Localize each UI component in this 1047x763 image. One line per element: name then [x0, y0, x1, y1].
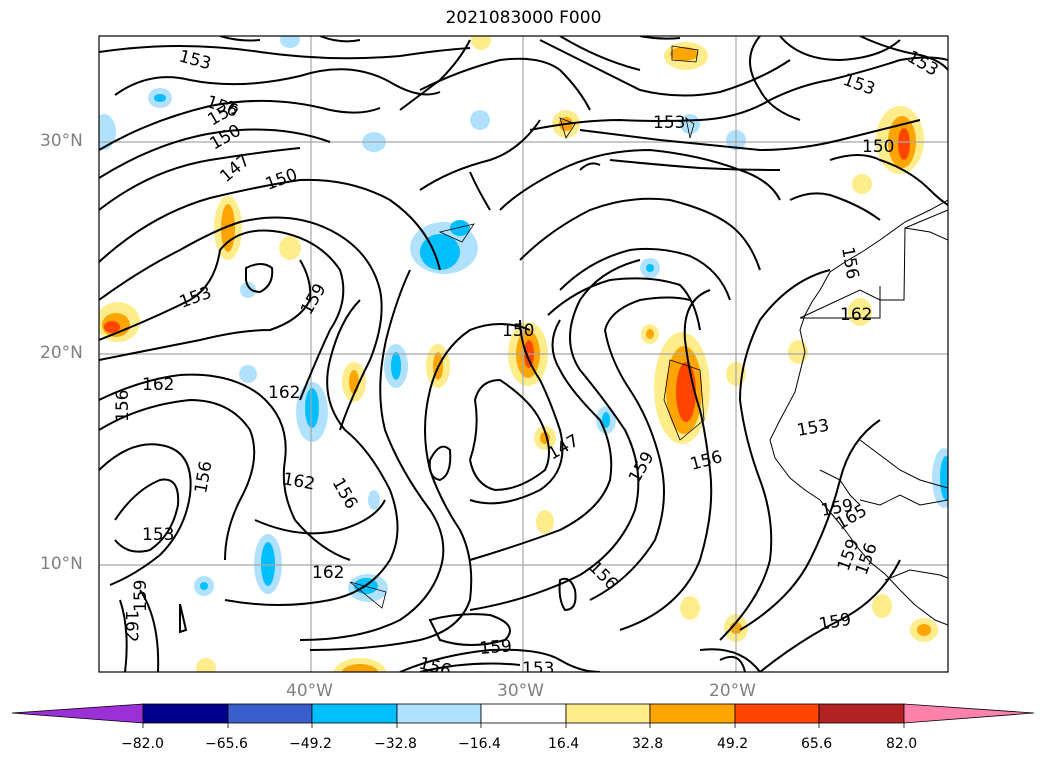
contour-label: 150 [502, 321, 534, 341]
anomaly-outlines [349, 45, 705, 609]
contour-label: 153 [522, 659, 554, 679]
plot-area: 153 156 153 150 147 150 153 159 162 162 … [99, 36, 948, 679]
colorbar-tick-label: 65.6 [801, 736, 833, 752]
lat-label-30n: 30°N [40, 131, 83, 151]
contour-label: 153 [142, 525, 174, 545]
colorbar-tick-label: 32.8 [632, 736, 664, 752]
contour-label: 162 [268, 383, 300, 403]
colorbar-segment [142, 703, 229, 724]
colorbar-tick-label: −49.2 [289, 736, 332, 752]
colorbar-extend-high [903, 703, 1035, 724]
colorbar-tick-label: 82.0 [886, 736, 918, 752]
contour-label: 159 [479, 636, 513, 659]
height-contours [99, 36, 948, 672]
contour-label: 153 [653, 113, 685, 133]
contour-label: 162 [121, 610, 141, 642]
contour-label: 162 [142, 375, 174, 395]
colorbar-tick-label: −16.4 [458, 736, 501, 752]
colorbar-segment [734, 703, 820, 724]
contour-label: 162 [312, 563, 344, 583]
colorbar-tick-label: −32.8 [374, 736, 417, 752]
lat-label-10n: 10°N [40, 554, 83, 574]
contour-label: 150 [862, 137, 894, 157]
lon-label-40w: 40°W [286, 681, 333, 701]
lon-label-20w: 20°W [709, 681, 756, 701]
coastline [769, 199, 948, 626]
colorbar-segment [565, 703, 651, 724]
colorbar-extend-low [11, 703, 144, 724]
colorbar [11, 703, 1035, 728]
plot-frame [98, 35, 949, 673]
graticule [99, 36, 948, 672]
colorbar-tick-label: 16.4 [548, 736, 580, 752]
colorbar-segment [311, 703, 398, 724]
contour-label: 162 [840, 305, 872, 325]
colorbar-segment [396, 703, 482, 724]
lat-label-20n: 20°N [40, 343, 83, 363]
colorbar-segment [649, 703, 736, 724]
map-title: 2021083000 F000 [445, 8, 602, 28]
colorbar-segment [818, 703, 905, 724]
colorbar-tick-label: −65.6 [205, 736, 248, 752]
contour-label: 156 [113, 390, 133, 422]
colorbar-segment [480, 703, 567, 724]
lon-label-30w: 30°W [497, 681, 544, 701]
colorbar-segment [227, 703, 313, 724]
contour-label: 159 [131, 580, 151, 612]
colorbar-tick-label: 49.2 [717, 736, 749, 752]
colorbar-tick-label: −82.0 [121, 736, 164, 752]
